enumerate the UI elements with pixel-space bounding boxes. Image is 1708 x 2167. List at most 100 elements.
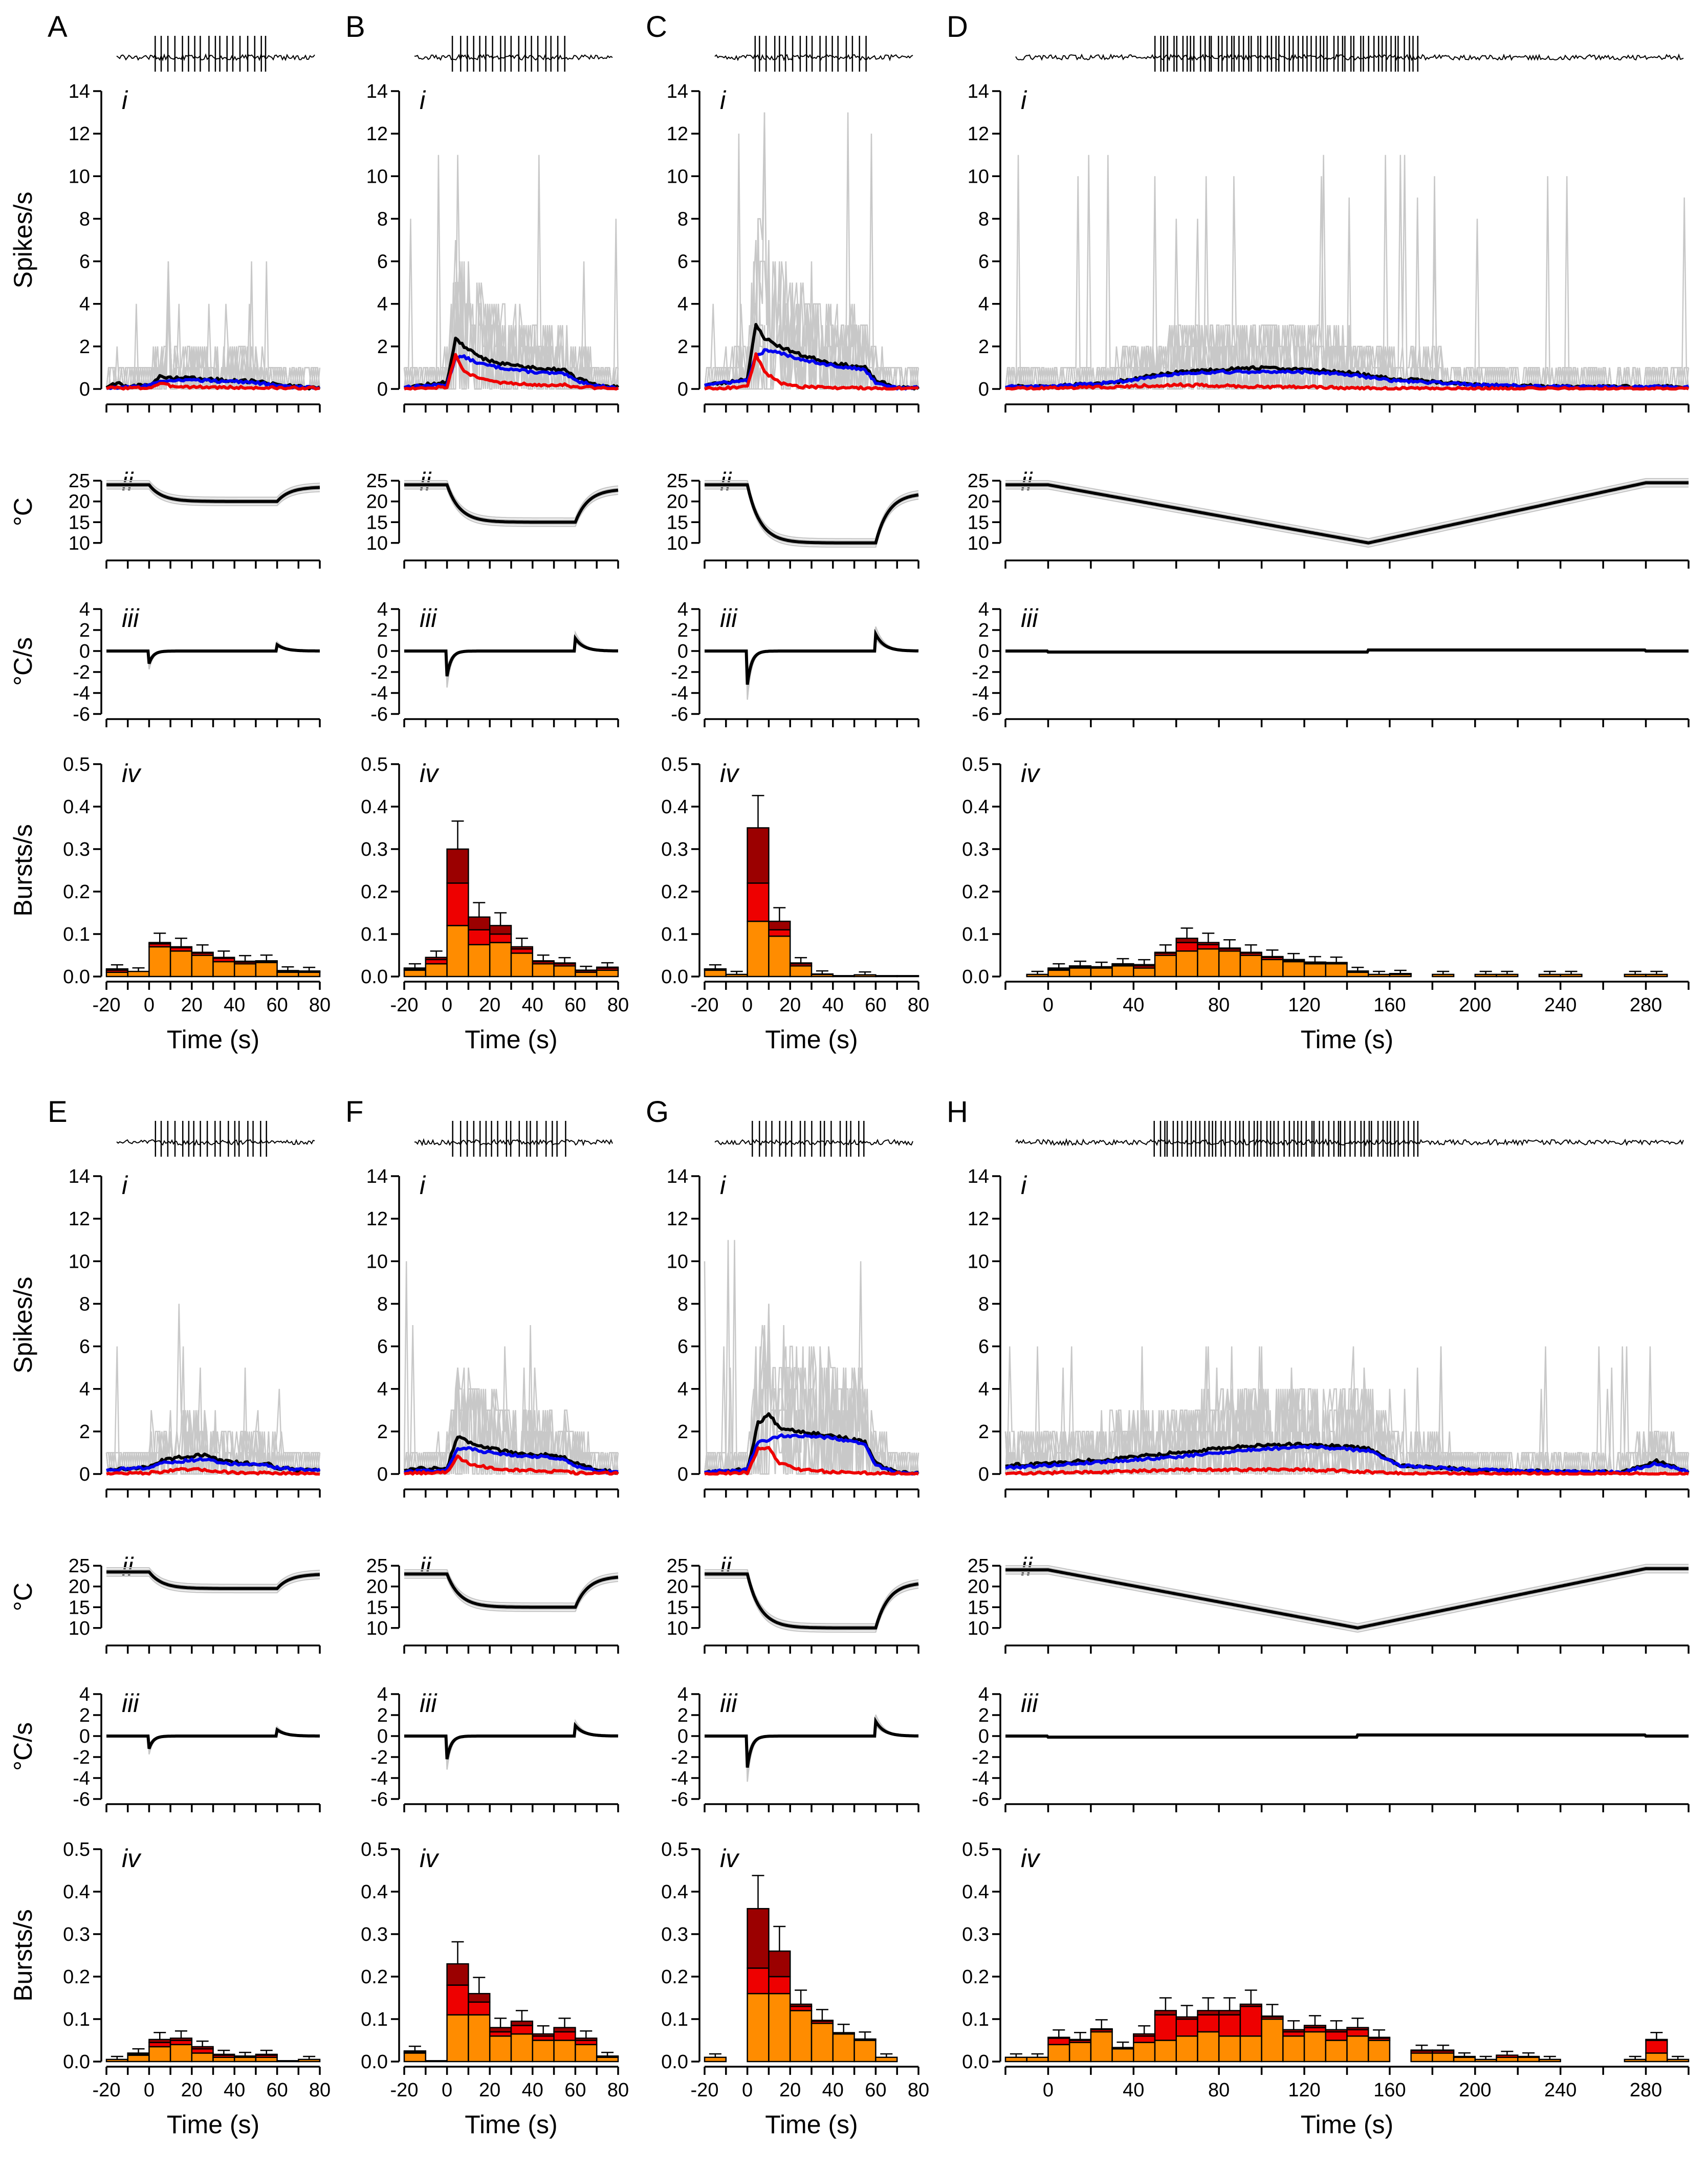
spike-marks (752, 1121, 865, 1157)
x-axis-title: Time (s) (465, 1025, 557, 1054)
bursts-y-tick-label: 0.3 (361, 1924, 388, 1945)
bursts-sub-label: iv (420, 759, 440, 788)
rate-trial-trace (106, 1725, 320, 1755)
panel-letter-C: C (646, 10, 667, 44)
burst-bar-orange (148, 946, 171, 978)
burst-bar-orange (1496, 973, 1519, 978)
burst-bar-orange (532, 2040, 555, 2063)
burst-bar-orange (403, 2052, 427, 2063)
burst-mean-line (1005, 1467, 1689, 1476)
spikes-y-tick-label: 10 (667, 166, 688, 187)
trial-trace (105, 1304, 320, 1475)
temp-y-tick-label: 15 (968, 512, 989, 533)
burst-bar-red (1175, 2018, 1198, 2037)
bursts-y-tick-label: 0.4 (962, 1881, 989, 1903)
burst-bar-red (468, 2001, 491, 2016)
burst-bar-orange (1432, 973, 1455, 978)
burst-bar-darkred (191, 951, 214, 954)
x-tick-label: -20 (390, 2079, 419, 2101)
rate-y-tick-label: 0 (978, 1726, 989, 1747)
spikes-y-tick-label: 8 (79, 1293, 90, 1315)
burst-bar-red (1239, 2005, 1262, 2037)
bursts-y-tick-label: 0.1 (661, 2009, 688, 2030)
burst-bar-darkred (1197, 2010, 1220, 2016)
burst-bar-red (489, 933, 512, 943)
burst-bar-darkred (468, 916, 491, 930)
bursts-y-tick-label: 0.0 (63, 966, 90, 988)
burst-bar-darkred (105, 968, 128, 971)
rate-mean-line (106, 642, 320, 664)
burst-bar-darkred (1303, 961, 1327, 963)
bursts-y-tick-label: 0.3 (63, 1924, 90, 1945)
burst-bar-orange (105, 2058, 128, 2063)
bursts-y-tick-label: 0.2 (661, 881, 688, 903)
burst-bar-orange (1133, 2042, 1156, 2063)
burst-bar-orange (1474, 2058, 1497, 2063)
rate-trial-trace (404, 637, 618, 675)
bursts-sub-label: iv (720, 1844, 740, 1873)
burst-bar-orange (1367, 2040, 1391, 2063)
spikes-y-tick-label: 2 (79, 1421, 90, 1443)
spikes-sub-label: i (420, 1171, 426, 1200)
burst-bar-orange (276, 2060, 299, 2063)
burst-bar-orange (1068, 2042, 1092, 2063)
x-tick-label: 120 (1288, 994, 1320, 1016)
spikes-y-tick-label: 6 (377, 251, 388, 273)
spikes-y-tick-label: 14 (667, 1166, 688, 1187)
temp-sub-label: ii (1021, 1552, 1033, 1581)
burst-bar-darkred (276, 970, 299, 972)
burst-mean-line (105, 382, 320, 391)
spikes-y-tick-label: 12 (667, 123, 688, 145)
burst-bar-orange (1047, 2044, 1070, 2063)
burst-bar-darkred (1111, 963, 1134, 966)
burst-bar-darkred (148, 942, 171, 945)
rate-trial-trace (705, 626, 919, 700)
rate-trial-trace (705, 1716, 919, 1774)
spikes-y-tick-label: 8 (79, 208, 90, 230)
temp-y-tick-label: 20 (366, 491, 388, 513)
spikes-y-tick-label: 10 (968, 166, 989, 187)
trial-trace (105, 304, 321, 390)
x-tick-label: -20 (93, 2079, 121, 2101)
bursts-y-tick-label: 0.5 (361, 1839, 388, 1860)
burst-bar-red (553, 2031, 576, 2041)
burst-bar-darkred (1645, 2039, 1668, 2041)
temp-trial-trace (705, 1569, 919, 1624)
temp-trial-trace (106, 488, 320, 507)
spikes-y-tick-label: 2 (677, 1421, 688, 1443)
temp-y-tick-label: 10 (968, 1618, 989, 1639)
x-tick-label: 0 (1043, 994, 1054, 1016)
rate-y-tick-label: 2 (79, 1705, 90, 1726)
burst-bar-orange (1325, 2040, 1348, 2063)
x-tick-label: 40 (224, 994, 245, 1016)
burst-bar-orange (1111, 965, 1134, 978)
burst-mean-line (404, 1454, 619, 1476)
trial-trace (1004, 155, 1690, 390)
spikes-y-tick-label: 6 (79, 251, 90, 273)
burst-bar-orange (191, 955, 214, 978)
burst-bar-orange (1175, 950, 1198, 978)
trial-trace (1004, 1388, 1689, 1475)
rate-y-tick-label: -4 (370, 1768, 388, 1789)
bursts-y-tick-label: 0.5 (661, 754, 688, 775)
temp-trial-trace (106, 1569, 320, 1587)
spikes-y-tick-label: 4 (377, 1379, 388, 1400)
spikes-sub-label: i (420, 86, 426, 115)
spikes-y-tick-label: 8 (978, 208, 989, 230)
rate-sub-label: iii (720, 1689, 738, 1718)
burst-mean-line (404, 353, 619, 391)
spikes-y-tick-label: 6 (677, 251, 688, 273)
spikes-y-tick-label: 14 (968, 1166, 989, 1187)
bursts-y-title: Bursts/s (9, 824, 37, 917)
x-tick-label: 20 (779, 994, 801, 1016)
temp-sub-label: ii (420, 467, 432, 496)
rate-sub-label: iii (122, 1689, 140, 1718)
spikes-y-tick-label: 6 (978, 251, 989, 273)
temp-y-tick-label: 20 (366, 1576, 388, 1598)
temp-y-tick-label: 25 (366, 470, 388, 492)
x-tick-label: 0 (742, 994, 753, 1016)
spikes-y-tick-label: 0 (677, 1464, 688, 1485)
burst-bar-darkred (1133, 2033, 1156, 2037)
